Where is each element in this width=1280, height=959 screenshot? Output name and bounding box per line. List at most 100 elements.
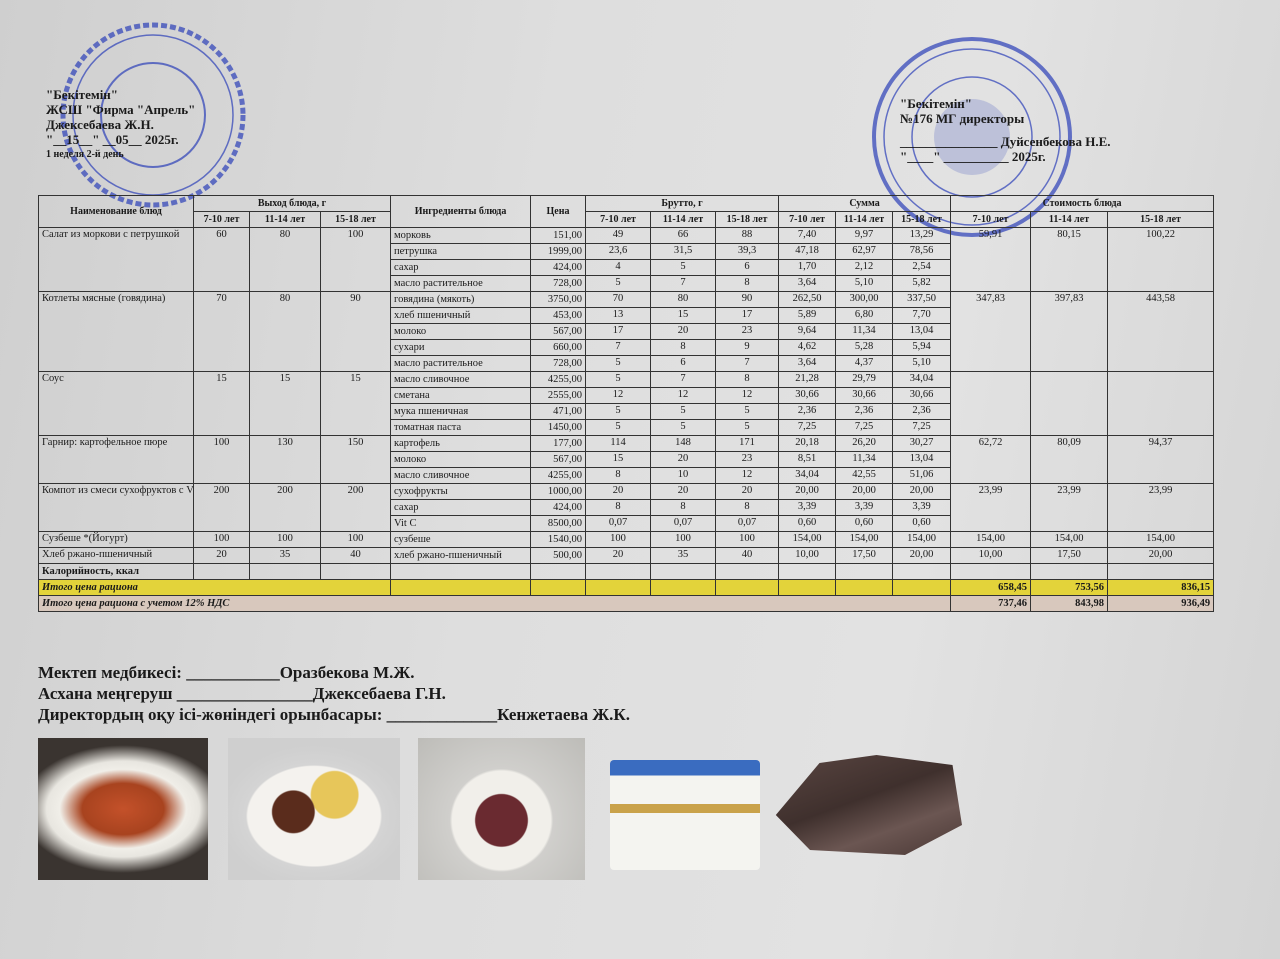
header-dish-name: Наименование блюд [38, 195, 194, 228]
ingredient-price: 728,00 [530, 275, 587, 292]
total-label: Итого цена рациона [37, 579, 392, 596]
header-age: 15-18 лет [715, 211, 780, 228]
total-vat-label: Итого цена рациона с учетом 12% НДС [37, 595, 952, 612]
dish-name: Котлеты мясные (говядина) [38, 291, 194, 372]
approval-left-title: "Бекітемін" [46, 87, 119, 102]
dish-yield: 70 [193, 291, 250, 372]
menu-table: Наименование блюд Выход блюда, г Ингреди… [37, 195, 1215, 612]
carrot-salad-photo [38, 738, 208, 880]
ingredient-name: сухари [390, 339, 532, 356]
yogurt-cups-photo [610, 760, 760, 870]
total-vat-value: 737,46 [950, 595, 1032, 612]
header-age: 7-10 лет [950, 211, 1032, 228]
ingredient-sum: 5,10 [835, 275, 894, 292]
ingredient-price: 424,00 [530, 499, 587, 516]
table-row: Соус 15 15 15 масло сливочное 4255,00 5 7 8 21,28… [38, 371, 1215, 436]
ingredient-brutto: 171 [715, 435, 780, 452]
ingredient-sum: 10,00 [778, 547, 837, 564]
ingredient-sum: 34,04 [778, 467, 837, 484]
total-value: 658,45 [950, 579, 1032, 596]
ingredient-price: 151,00 [530, 227, 587, 244]
ingredient-brutto: 148 [650, 435, 717, 452]
dish-yield: 150 [319, 435, 392, 484]
ingredient-price: 1540,00 [530, 531, 587, 548]
ingredient-sum: 2,36 [835, 403, 894, 420]
ingredient-brutto: 100 [650, 531, 717, 548]
ingredient-sum: 13,04 [892, 323, 952, 340]
ingredient-sum: 30,66 [835, 387, 894, 404]
ingredient-price: 1999,00 [530, 243, 587, 260]
ingredient-sum: 13,04 [892, 451, 952, 468]
ingredient-brutto: 90 [715, 291, 780, 308]
ingredient-name: томатная паста [390, 419, 532, 436]
header-cost: Стоимость блюда [950, 195, 1215, 212]
dish-cost: 20,00 [1107, 547, 1215, 564]
stamp-right [870, 35, 1075, 240]
ingredient-name: сухофрукты [390, 483, 532, 500]
ingredient-price: 3750,00 [530, 291, 587, 308]
ingredient-sum: 11,34 [835, 451, 894, 468]
ingredient-name: масло растительное [390, 355, 532, 372]
ingredient-sum: 5,10 [892, 355, 952, 372]
ingredient-brutto: 23 [715, 323, 780, 340]
dish-yield: 200 [193, 483, 250, 532]
ingredient-brutto: 66 [650, 227, 717, 244]
ingredient-name: сметана [390, 387, 532, 404]
ingredient-sum: 154,00 [835, 531, 894, 548]
approval-right: "Бекітемін" №176 МГ директоры __________… [900, 96, 1111, 164]
signature-nurse: Мектеп медбикесі: ___________Оразбекова … [38, 663, 415, 682]
ingredient-brutto: 5 [715, 419, 780, 436]
rye-bread-photo [775, 755, 962, 855]
table-row: томатная паста 1450,00 5 5 5 7,25 7,25 7,25 [39, 419, 1214, 436]
header-age: 11-14 лет [249, 211, 321, 228]
ingredient-brutto: 35 [650, 547, 717, 564]
week-day-label: 1 неделя 2-й день [46, 149, 124, 160]
table-row: Салат из моркови с петрушкой 60 80 100 морко… [38, 227, 1215, 292]
ingredient-brutto: 0,07 [585, 515, 652, 532]
ingredient-sum: 2,36 [892, 403, 952, 420]
ingredient-brutto: 20 [650, 451, 717, 468]
ingredient-name: сахар [390, 259, 532, 276]
approval-left-name: Джексебаева Ж.Н. [46, 117, 154, 132]
dish-cost: 94,37 [1107, 435, 1215, 484]
ingredient-brutto: 8 [585, 499, 652, 516]
approval-right-date: "____" __________ 2025г. [900, 149, 1046, 164]
ingredient-name: молоко [390, 323, 532, 340]
ingredient-sum: 7,70 [892, 307, 952, 324]
dish-name: Сузбеше *(Йогурт) [38, 531, 194, 548]
ingredient-brutto: 7 [650, 371, 717, 388]
ingredient-price: 728,00 [530, 355, 587, 372]
dish-name: Хлеб ржано-пшеничный [38, 547, 194, 564]
ingredient-sum: 20,00 [835, 483, 894, 500]
ingredient-brutto: 17 [715, 307, 780, 324]
ingredient-brutto: 5 [585, 371, 652, 388]
dish-cost: 80,09 [1030, 435, 1109, 484]
ingredient-sum: 20,00 [892, 483, 952, 500]
ingredient-brutto: 8 [715, 275, 780, 292]
ingredient-brutto: 100 [715, 531, 780, 548]
ingredient-brutto: 9 [715, 339, 780, 356]
table-row: Котлеты мясные (говядина) 70 80 90 говядина … [38, 291, 1215, 372]
ingredient-brutto: 100 [585, 531, 652, 548]
ingredient-sum: 17,50 [835, 547, 894, 564]
ingredient-sum: 3,64 [778, 355, 837, 372]
dish-yield: 100 [193, 435, 250, 484]
ingredient-brutto: 5 [585, 275, 652, 292]
total-vat-value: 843,98 [1030, 595, 1109, 612]
ingredient-sum: 2,36 [778, 403, 837, 420]
header-yield: Выход блюда, г [192, 195, 392, 212]
ingredient-sum: 5,82 [892, 275, 952, 292]
ingredient-brutto: 5 [650, 403, 717, 420]
ingredient-name: петрушка [390, 243, 532, 260]
ingredient-brutto: 8 [715, 371, 780, 388]
ingredient-brutto: 39,3 [715, 243, 780, 260]
signatures: Мектеп медбикесі: ___________Оразбекова … [38, 662, 630, 725]
ingredient-brutto: 49 [585, 227, 652, 244]
ingredient-brutto: 12 [585, 387, 652, 404]
ingredient-sum: 47,18 [778, 243, 837, 260]
approval-left-org: ЖСШ "Фирма "Апрель" [46, 102, 196, 117]
table-row: молоко 567,00 17 20 23 9,64 11,34 13,04 [39, 323, 1214, 340]
header-price: Цена [530, 195, 587, 228]
ingredient-sum: 7,40 [778, 227, 837, 244]
header-age: 11-14 лет [1030, 211, 1109, 228]
